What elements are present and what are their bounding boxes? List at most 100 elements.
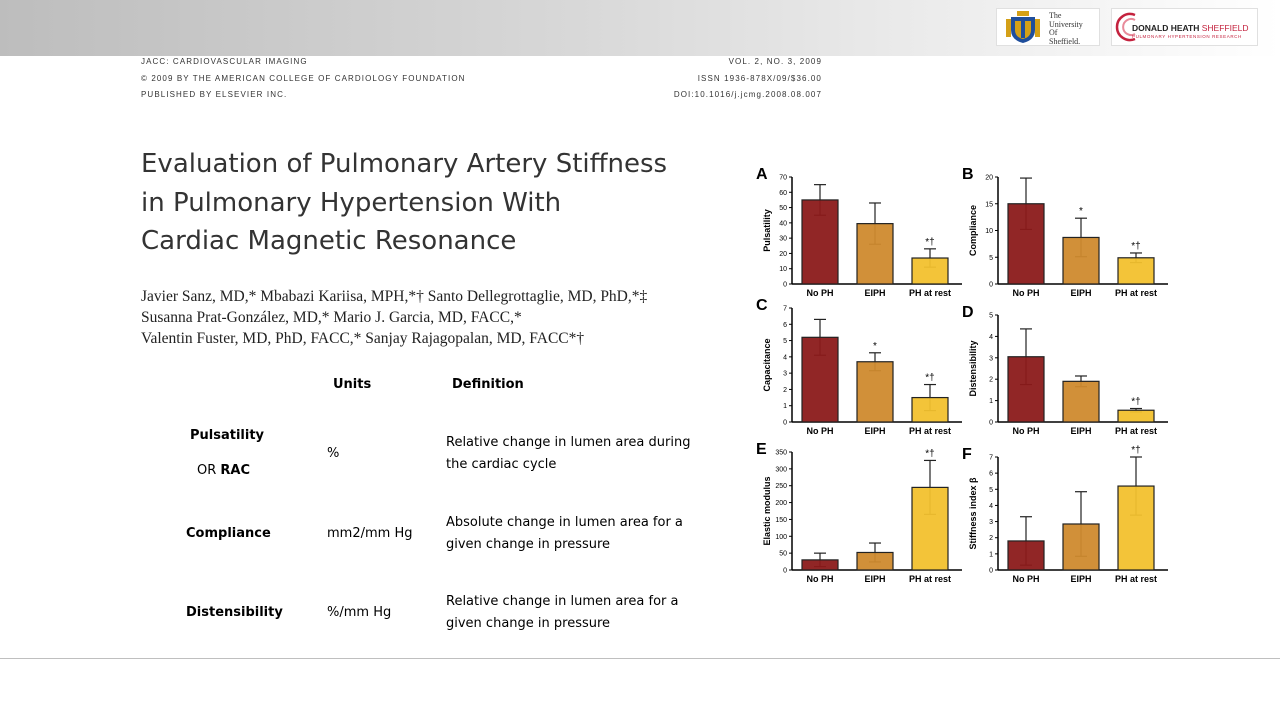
panel-a-bar (801, 199, 839, 285)
panel-f-y-tick-label: 1 (989, 551, 993, 558)
panel-e-y-tick-label: 250 (775, 483, 787, 490)
panel-b-y-tick-label: 5 (989, 255, 993, 262)
panel-e-y-tick-label: 200 (775, 500, 787, 507)
panel-f-x-tick-label: EIPH (1070, 574, 1091, 584)
panel-b-y-tick-label: 20 (985, 175, 993, 182)
donald-heath-logo: DONALD HEATH SHEFFIELD PULMONARY HYPERTE… (1111, 8, 1258, 46)
panel-c-significance-marker: *† (925, 373, 934, 384)
panel-c-y-tick-label: 2 (783, 387, 787, 394)
panel-d-y-label: Distensibility (968, 340, 978, 396)
panel-a-y-tick-label: 40 (779, 220, 787, 227)
panel-f-y-tick-label: 4 (989, 503, 993, 510)
panel-d-x-tick-label: PH at rest (1115, 426, 1157, 436)
panel-c-x-tick-label: No PH (807, 426, 834, 436)
panel-e-x-tick-label: PH at rest (909, 574, 951, 584)
panel-c-y-tick-label: 7 (783, 306, 787, 313)
panel-a-bar (856, 223, 894, 285)
panel-b-x-tick-label: No PH (1013, 288, 1040, 298)
panel-f-bar (1007, 540, 1045, 571)
panel-f-x-tick-label: No PH (1013, 574, 1040, 584)
panel-d-letter: D (962, 304, 974, 321)
panel-f-bar (1062, 523, 1100, 571)
panel-c-y-tick-label: 0 (783, 420, 787, 427)
panel-f-y-tick-label: 7 (989, 455, 993, 462)
row-distensibility-definition: Relative change in lumen area for a give… (446, 594, 679, 631)
row-pulsatility-alt: OR RAC (197, 463, 251, 478)
panel-e-y-tick-label: 0 (783, 568, 787, 575)
paper-title: Evaluation of Pulmonary Artery Stiffness… (141, 149, 668, 256)
panel-b-letter: B (962, 166, 974, 183)
header-units: Units (333, 377, 372, 392)
panel-a-bar (911, 257, 949, 285)
panel-f-y-tick-label: 2 (989, 535, 993, 542)
copyright-line: © 2009 BY THE AMERICAN COLLEGE OF CARDIO… (141, 74, 466, 83)
row-pulsatility-units: % (327, 446, 340, 461)
panel-d-bar (1062, 380, 1100, 423)
panel-f-x-tick-label: PH at rest (1115, 574, 1157, 584)
panel-e-y-tick-label: 350 (775, 450, 787, 457)
panel-c-bar (801, 336, 839, 423)
panel-e-bar (856, 551, 894, 571)
panel-e-x-tick-label: No PH (807, 574, 834, 584)
row-compliance-definition: Absolute change in lumen area for a give… (446, 515, 683, 552)
footer-divider (0, 658, 1280, 659)
panel-e-y-tick-label: 100 (775, 534, 787, 541)
panel-c-y-tick-label: 3 (783, 371, 787, 378)
panel-d-x-tick-label: No PH (1013, 426, 1040, 436)
panel-d-bar (1007, 356, 1045, 423)
panel-a-y-tick-label: 10 (779, 266, 787, 273)
panel-b-y-label: Compliance (968, 205, 978, 256)
paper-authors: Javier Sanz, MD,* Mbabazi Kariisa, MPH,*… (141, 288, 648, 347)
panel-e-y-tick-label: 150 (775, 517, 787, 524)
panel-d-y-tick-label: 3 (989, 355, 993, 362)
panel-f-y-label: Stiffness index β (968, 477, 978, 550)
panel-b-y-tick-label: 15 (985, 201, 993, 208)
university-logo: The University Of Sheffield. (996, 8, 1100, 46)
panel-c-y-tick-label: 5 (783, 338, 787, 345)
header-definition: Definition (452, 377, 524, 392)
panel-a-letter: A (756, 166, 768, 183)
panel-d-y-tick-label: 4 (989, 334, 993, 341)
university-crest-icon (1006, 11, 1040, 43)
panel-b-bar (1117, 257, 1155, 285)
panel-a-y-tick-label: 0 (783, 282, 787, 289)
panel-b-x-tick-label: PH at rest (1115, 288, 1157, 298)
panel-b-y-tick-label: 10 (985, 228, 993, 235)
panel-f-significance-marker: *† (1131, 445, 1140, 456)
row-distensibility-name: Distensibility (186, 605, 283, 620)
panel-d-y-tick-label: 5 (989, 313, 993, 320)
panel-d-bar (1117, 409, 1155, 423)
donald-heath-subtitle: PULMONARY HYPERTENSION RESEARCH (1132, 34, 1242, 39)
panel-c-significance-marker: * (873, 341, 877, 352)
panel-e-bar (801, 559, 839, 571)
panel-a-y-tick-label: 60 (779, 190, 787, 197)
panel-a-x-tick-label: EIPH (864, 288, 885, 298)
panel-e-y-tick-label: 300 (775, 466, 787, 473)
panel-b-x-tick-label: EIPH (1070, 288, 1091, 298)
volume-info: VOL. 2, NO. 3, 2009 (728, 57, 822, 66)
panel-c-bar (911, 396, 949, 423)
panel-f-y-tick-label: 6 (989, 471, 993, 478)
panel-f-letter: F (962, 446, 972, 463)
panel-b-bar (1062, 236, 1100, 285)
panel-d-y-tick-label: 0 (989, 420, 993, 427)
panel-a-significance-marker: *† (925, 237, 934, 248)
panel-a-y-tick-label: 20 (779, 251, 787, 258)
panel-d-x-tick-label: EIPH (1070, 426, 1091, 436)
donald-heath-swirl-icon (1115, 12, 1136, 42)
panel-c-letter: C (756, 297, 768, 314)
panel-e-letter: E (756, 441, 767, 458)
panel-a-y-tick-label: 30 (779, 236, 787, 243)
row-distensibility-units: %/mm Hg (327, 605, 392, 620)
row-compliance-units: mm2/mm Hg (327, 526, 413, 541)
panel-e-y-label: Elastic modulus (762, 476, 772, 545)
panel-b-y-tick-label: 0 (989, 282, 993, 289)
panel-a-x-tick-label: No PH (807, 288, 834, 298)
issn-line: ISSN 1936-878X/09/$36.00 (697, 74, 822, 83)
journal-name: JACC: CARDIOVASCULAR IMAGING (141, 57, 308, 66)
panel-f-y-tick-label: 3 (989, 519, 993, 526)
panel-a-y-tick-label: 50 (779, 205, 787, 212)
panel-f-y-tick-label: 5 (989, 487, 993, 494)
panel-c-x-tick-label: PH at rest (909, 426, 951, 436)
